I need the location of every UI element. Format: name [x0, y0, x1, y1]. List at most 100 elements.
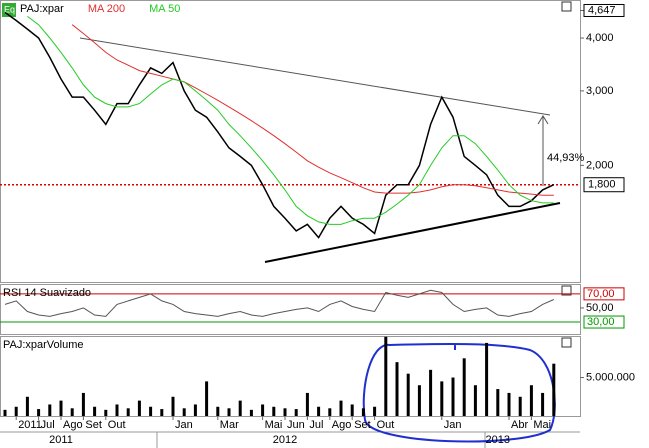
volume-bar [160, 409, 164, 416]
x-tick-label: Jan [175, 419, 193, 431]
year-label: 2011 [49, 434, 73, 446]
volume-bar [429, 369, 433, 416]
volume-bar [238, 400, 242, 416]
price-box [583, 177, 625, 193]
volume-bar [137, 400, 141, 416]
volume-bar [249, 409, 253, 416]
volume-bar [227, 408, 231, 416]
volume-bar [81, 392, 85, 416]
x-tick-label: Abr [511, 419, 528, 431]
volume-bar [104, 409, 108, 416]
series-line [71, 24, 554, 196]
x-tick-label: Jun [287, 419, 305, 431]
rsi-panel [0, 284, 581, 335]
volume-bar [328, 408, 332, 416]
volume-bar [70, 408, 74, 416]
volume-bar [272, 406, 276, 416]
volume-bar [462, 358, 466, 416]
volume-bar [451, 377, 455, 416]
x-tick-label: 2011 [18, 419, 42, 431]
x-tick-label: Set [354, 419, 371, 431]
legend-label: PAJ:xpar [20, 3, 64, 15]
volume-bar [14, 406, 18, 416]
volume-bar [25, 396, 29, 416]
annotation: 44,93% [547, 152, 585, 164]
volume-bar [317, 406, 321, 416]
x-tick-label: Mar [220, 419, 239, 431]
volume-bar [440, 381, 444, 416]
x-tick-label: Jan [444, 419, 462, 431]
volume-bar [193, 404, 197, 416]
volume-bar [518, 396, 522, 416]
legend-label: MA 200 [88, 3, 125, 15]
volume-bar [48, 404, 52, 416]
series-line [27, 15, 554, 225]
series-line [4, 11, 555, 239]
series-line [4, 289, 555, 317]
price-panel [0, 0, 581, 283]
volume-bar [59, 400, 63, 416]
trendline [264, 202, 561, 263]
volume-bar [126, 408, 130, 416]
volume-bar [182, 408, 186, 416]
y-tick-label: 4,000 [586, 32, 614, 44]
x-tick-label: Jul [41, 419, 55, 431]
volume-bar [115, 404, 119, 416]
volume-bar [507, 392, 511, 416]
volume-bar [93, 406, 97, 416]
x-tick-label: Set [85, 419, 102, 431]
button[interactable] [561, 337, 572, 348]
year-label: 2012 [273, 434, 297, 446]
volume-bar [361, 408, 365, 416]
level-box [583, 287, 625, 301]
volume-panel [0, 336, 581, 417]
arrow-head [537, 115, 549, 125]
legend-label: MA 50 [149, 3, 180, 15]
volume-bar [283, 408, 287, 416]
x-tick-label: Mai [533, 419, 551, 431]
volume-bar [171, 396, 175, 416]
panel-buttons [561, 1, 572, 348]
volume-bar [395, 362, 399, 416]
volume-bar [373, 406, 377, 416]
y-tick-label: 3,000 [586, 85, 614, 97]
price-label: 1,800 [588, 179, 616, 191]
y-tick-label: 5.000.000 [586, 371, 635, 383]
button[interactable] [561, 1, 572, 12]
button[interactable] [561, 285, 572, 296]
legend-icon-text: Eq [4, 4, 15, 14]
volume-bar [339, 400, 343, 416]
volume-bar [37, 409, 41, 416]
volume-bar [541, 392, 545, 416]
volume-bar [473, 385, 477, 416]
volume-bar [149, 406, 153, 416]
volume-bar [485, 342, 489, 416]
x-tick-label: Ago [63, 419, 83, 431]
year-label: 2013 [486, 434, 510, 446]
x-tick-label: Mai [265, 419, 283, 431]
volume-bar [205, 381, 209, 416]
volume-bar [294, 409, 298, 416]
volume-bar [3, 409, 7, 416]
level-label: 70,00 [587, 288, 615, 300]
level-box [583, 315, 625, 329]
x-tick-label: Out [377, 419, 395, 431]
x-tick-label: Jul [309, 419, 323, 431]
price-box [583, 3, 625, 17]
legend-label: RSI 14 Suavizado [3, 287, 91, 299]
volume-bar [529, 385, 533, 416]
volume-bar [496, 389, 500, 416]
volume-bar [384, 336, 388, 416]
legend-label: PAJ:xparVolume [3, 339, 84, 351]
volume-bar [305, 392, 309, 416]
level-label: 30,00 [587, 316, 615, 328]
volume-bar [417, 385, 421, 416]
volume-bar [350, 404, 354, 416]
x-tick-label: Out [108, 419, 126, 431]
price-label: 4,647 [588, 4, 616, 16]
y-tick-label: 50,00 [586, 302, 614, 314]
volume-bar [552, 363, 556, 416]
trendline [79, 37, 551, 116]
